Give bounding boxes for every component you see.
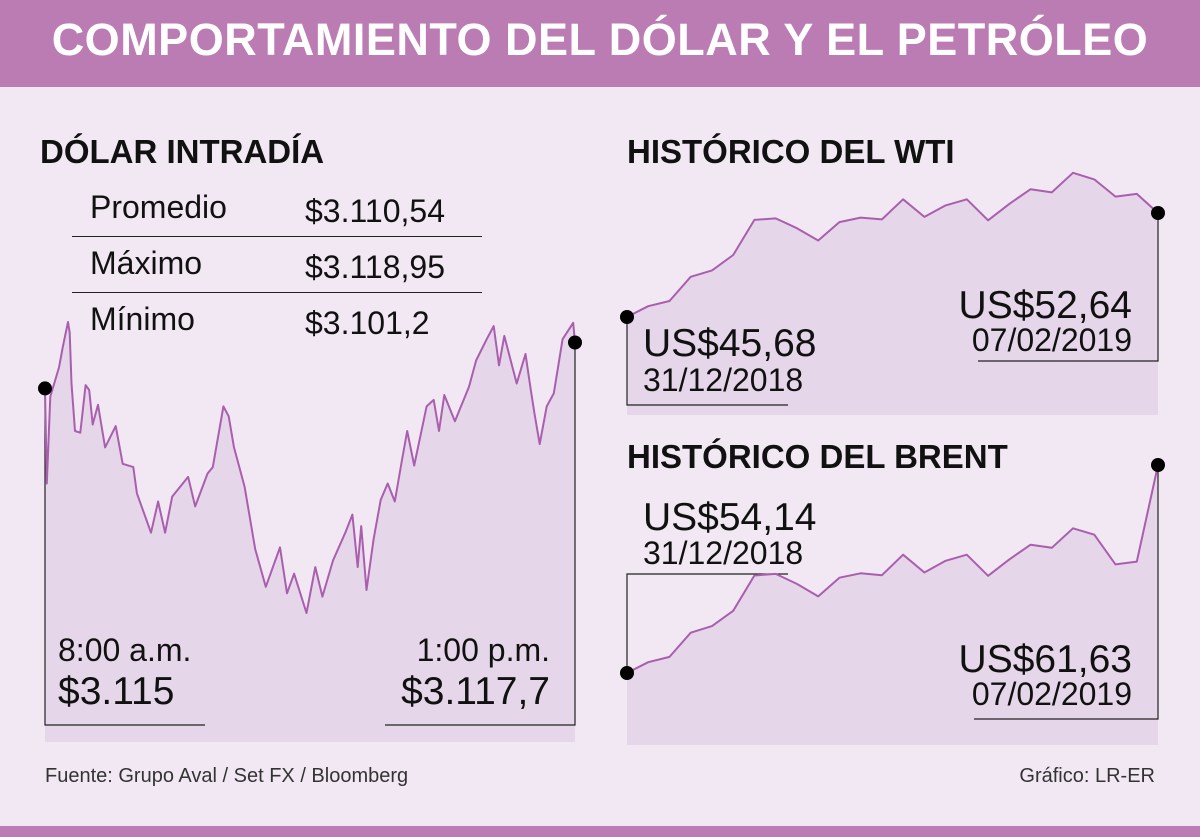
brent-end-date: 07/02/2019 (971, 676, 1132, 712)
brent-end-value: US$61,63 (958, 638, 1132, 681)
dolar-line (44, 321, 576, 614)
wti-start-marker (620, 310, 634, 324)
brent-line (626, 464, 1159, 674)
wti-start-value: US$45,68 (643, 322, 817, 365)
brent-start-marker (620, 666, 634, 680)
wti-start-leader (626, 317, 788, 406)
dolar-heading: DÓLAR INTRADÍA (40, 133, 325, 170)
dolar-open-value: $3.115 (58, 670, 175, 713)
stat-label-promedio: Promedio (90, 189, 227, 225)
brent-start-leader (626, 573, 788, 673)
brent-end-marker (1151, 458, 1165, 472)
table-divider (72, 292, 482, 293)
footer-band (0, 826, 1200, 837)
dolar-open-time: 8:00 a.m. (58, 632, 192, 668)
dolar-end-marker (568, 335, 582, 350)
dolar-close-value: $3.117,7 (401, 670, 550, 713)
page-title: COMPORTAMIENTO DEL DÓLAR Y EL PETRÓLEO (51, 14, 1149, 65)
wti-start-date: 31/12/2018 (643, 362, 804, 398)
stat-value-maximo: $3.118,95 (305, 249, 445, 285)
brent-heading: HISTÓRICO DEL BRENT (627, 438, 1008, 475)
credit-note: Gráfico: LR-ER (1019, 765, 1155, 787)
dolar-start-marker (38, 381, 52, 396)
wti-area (627, 172, 1158, 415)
brent-start-value: US$54,14 (643, 496, 817, 539)
stat-value-minimo: $3.101,2 (305, 305, 430, 341)
dolar-end-leader (385, 342, 576, 726)
wti-end-date: 07/02/2019 (971, 322, 1132, 358)
brent-start-date: 31/12/2018 (643, 535, 804, 571)
stat-value-promedio: $3.110,54 (305, 193, 445, 229)
wti-end-leader (978, 213, 1159, 362)
dolar-close-time: 1:00 p.m. (416, 632, 550, 668)
dolar-start-leader (44, 388, 205, 726)
table-divider (72, 236, 482, 237)
wti-end-marker (1151, 206, 1165, 220)
stat-label-maximo: Máximo (90, 245, 203, 281)
header-band (0, 0, 1200, 87)
wti-end-value: US$52,64 (958, 284, 1132, 327)
dolar-area (45, 322, 575, 742)
brent-end-leader (974, 465, 1159, 720)
wti-line (626, 171, 1159, 318)
brent-area (627, 465, 1158, 745)
source-note: Fuente: Grupo Aval / Set FX / Bloomberg (45, 765, 409, 787)
wti-heading: HISTÓRICO DEL WTI (627, 133, 955, 170)
stat-label-minimo: Mínimo (90, 301, 195, 337)
